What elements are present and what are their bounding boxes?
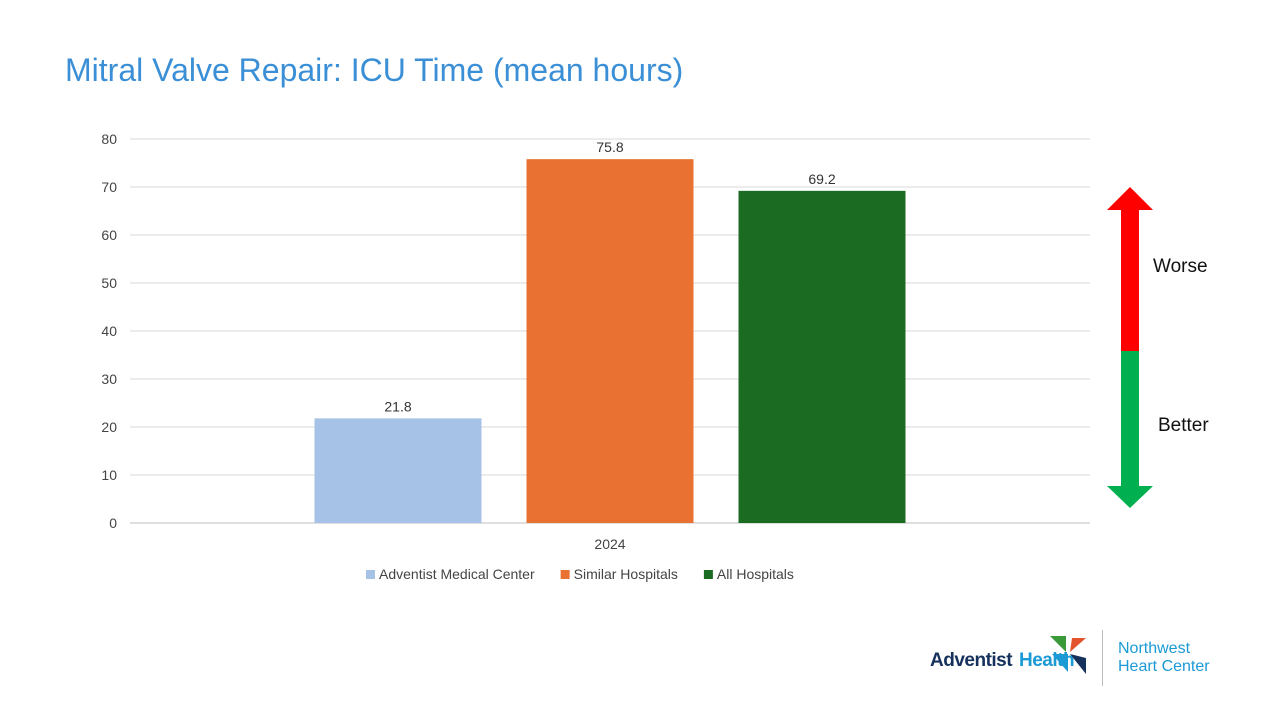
logo-brand-part1: Adventist	[930, 650, 1013, 671]
leaf-logo-icon	[1050, 636, 1086, 674]
legend-swatch	[703, 570, 713, 579]
y-tick-label: 70	[101, 179, 117, 195]
data-label: 21.8	[384, 398, 411, 414]
y-tick-label: 50	[101, 275, 117, 291]
y-tick-label: 20	[101, 419, 117, 435]
page-title: Mitral Valve Repair: ICU Time (mean hour…	[65, 52, 684, 88]
y-tick-label: 80	[101, 131, 117, 147]
up-arrow-icon	[1107, 187, 1153, 508]
logo-divider	[1102, 630, 1103, 686]
legend-label: All Hospitals	[717, 566, 794, 582]
y-tick-label: 30	[101, 371, 117, 387]
logo-center-line1: Northwest	[1118, 640, 1191, 657]
y-tick-label: 10	[101, 467, 117, 483]
bar-adventist-medical-center	[314, 418, 482, 523]
legend-swatch	[560, 570, 570, 579]
x-tick-label: 2024	[594, 536, 625, 552]
y-tick-label: 0	[109, 515, 117, 531]
logo-center-line2: Heart Center	[1118, 658, 1210, 675]
better-label: Better	[1158, 415, 1209, 436]
legend-swatch	[366, 570, 375, 579]
legend-label: Similar Hospitals	[574, 566, 678, 582]
y-tick-label: 60	[101, 227, 117, 243]
data-label: 69.2	[808, 171, 835, 187]
logo: Adventist Health Northwest Heart Center	[928, 628, 1228, 688]
bar-similar-hospitals	[526, 159, 694, 523]
bar-chart: 0 10 20 30 40 50 60 70 80 21.8 75.8 69.2 2024 Adventi…	[101, 131, 1090, 582]
worse-label: Worse	[1153, 256, 1208, 277]
data-label: 75.8	[596, 139, 623, 155]
legend-label: Adventist Medical Center	[379, 566, 535, 582]
y-tick-label: 40	[101, 323, 117, 339]
bar-all-hospitals	[738, 190, 906, 523]
